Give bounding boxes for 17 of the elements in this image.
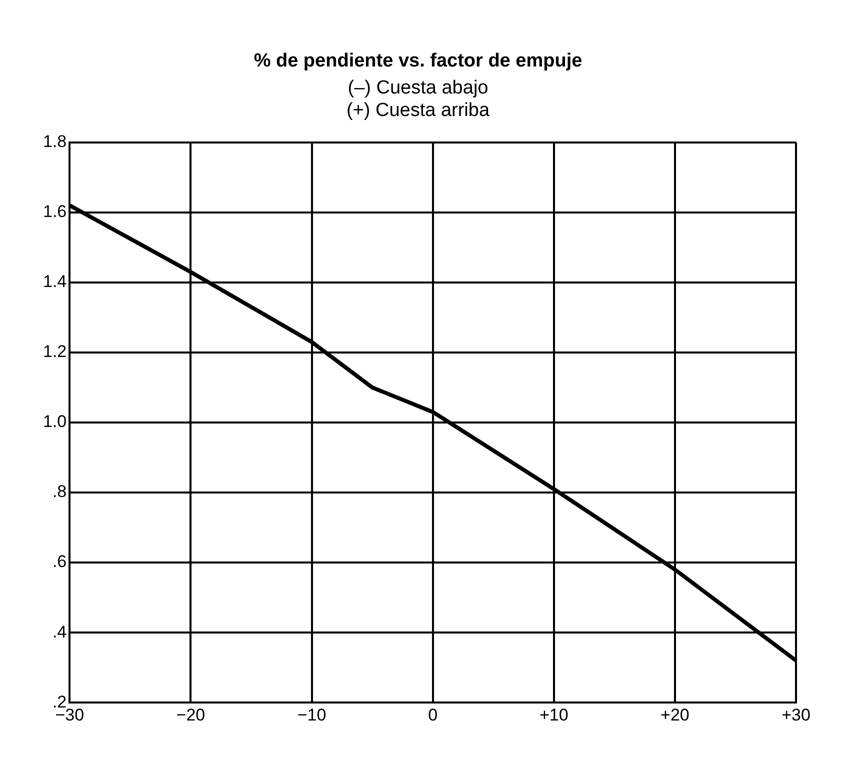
x-tick-label: +30 [782, 705, 810, 724]
y-tick-label: 1.2 [42, 342, 67, 362]
y-tick-label: 1.6 [42, 202, 67, 222]
x-tick-label: +20 [660, 705, 690, 724]
y-tick-label: .4 [52, 622, 67, 642]
y-tick-label: .6 [52, 552, 67, 572]
chart-subtitle: (–) Cuesta abajo (+) Cuesta arriba [346, 77, 490, 122]
y-tick-label: .2 [52, 692, 67, 712]
x-tick-label: −10 [297, 705, 326, 724]
x-tick-label: +10 [539, 705, 568, 724]
x-tick-label: 0 [428, 705, 438, 724]
y-tick-label: 1.0 [42, 412, 67, 432]
y-tick-label: 1.8 [42, 132, 67, 152]
chart-title: % de pendiente vs. factor de empuje [254, 50, 582, 72]
x-tick-label: −20 [176, 705, 206, 724]
y-tick-label: .8 [52, 482, 67, 502]
y-tick-label: 1.4 [42, 272, 67, 292]
